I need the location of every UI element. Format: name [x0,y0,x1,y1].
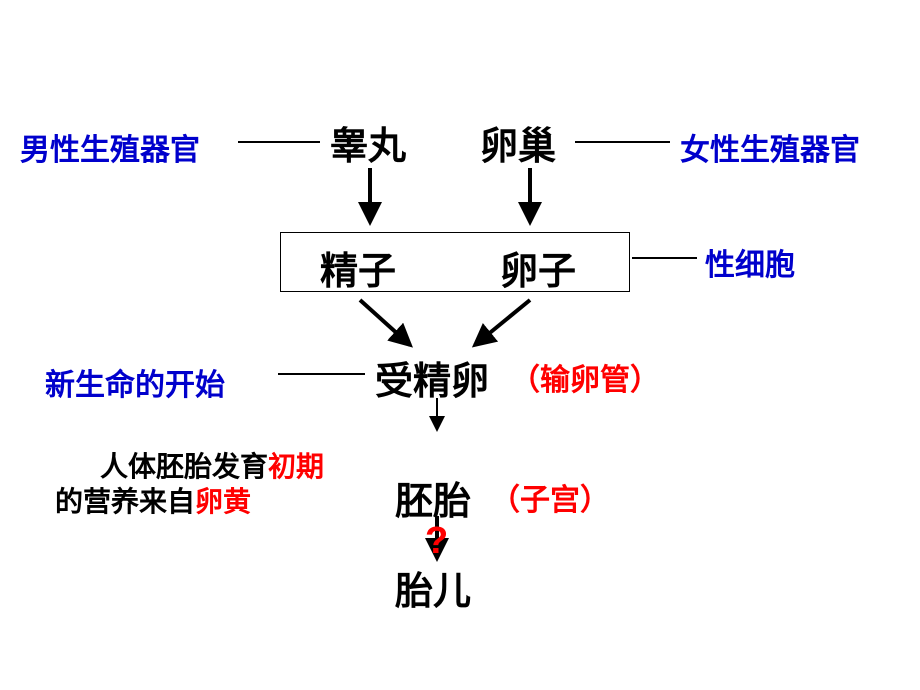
embryo-label: 胚胎 [395,470,471,525]
female-organ-label: 女性生殖器官 [680,125,860,169]
embryo-note-line1: 人体胚胎发育初期 [100,445,324,485]
oviduct-label: （输卵管） [510,355,660,399]
note-text-2: 的营养来自 [55,486,195,517]
embryo-note-line2: 的营养来自卵黄 [55,480,251,520]
new-life-label: 新生命的开始 [45,360,225,404]
egg-label: 卵子 [500,240,576,295]
note-yolk: 卵黄 [195,486,251,517]
question-mark: ? [425,520,448,563]
uterus-label: （子宫） [490,475,610,519]
sex-cell-label: 性细胞 [705,240,795,284]
testis-label: 睾丸 [330,115,406,170]
note-text-1: 人体胚胎发育 [100,451,268,482]
male-organ-label: 男性生殖器官 [20,125,200,169]
sperm-label: 精子 [320,240,396,295]
fetus-label: 胎儿 [395,560,471,615]
ovary-label: 卵巢 [480,115,556,170]
zygote-label: 受精卵 [375,350,489,405]
note-early: 初期 [268,451,324,482]
